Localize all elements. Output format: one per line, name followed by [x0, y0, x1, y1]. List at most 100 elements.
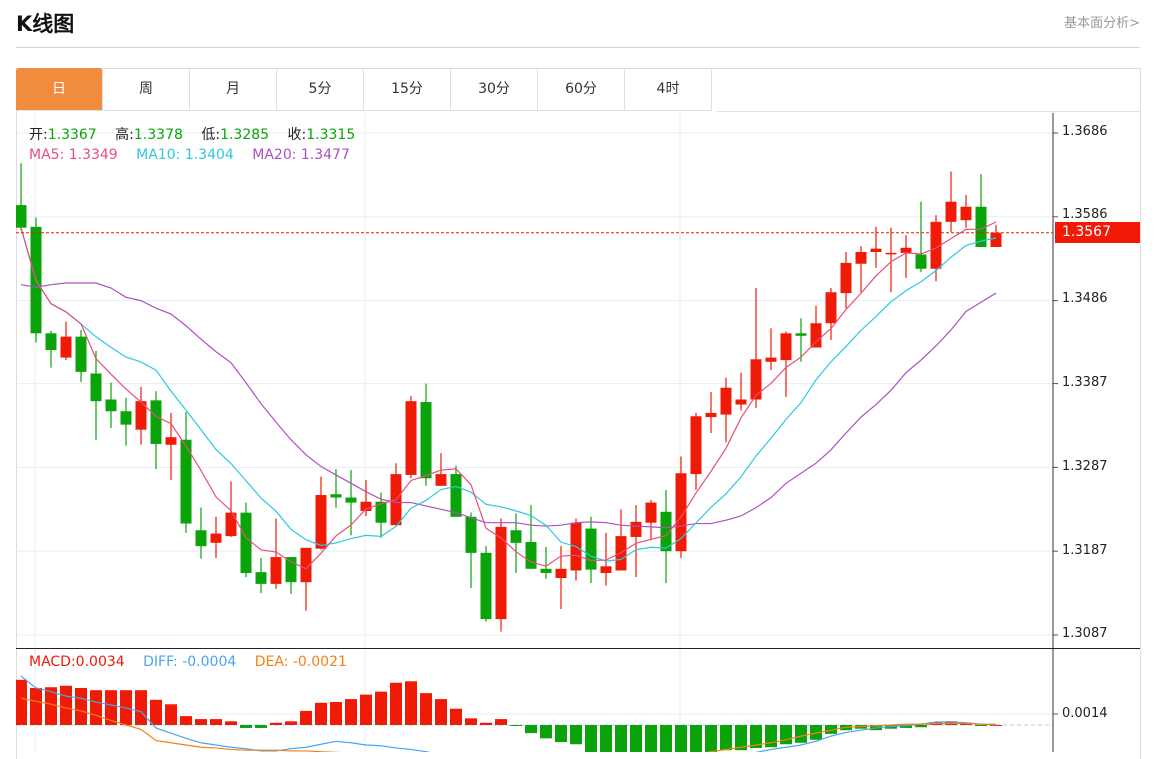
candle-body: [180, 439, 192, 524]
macd-bar: [510, 725, 522, 726]
low-label: 低:: [201, 127, 221, 143]
diff-value: DIFF: -0.0004: [143, 654, 237, 670]
macd-bar: [270, 722, 282, 725]
macd-bar: [645, 725, 657, 752]
tab-4hour[interactable]: 4时: [625, 68, 712, 111]
macd-bar: [735, 725, 747, 751]
price-tick: 1.3287: [1062, 459, 1108, 474]
macd-bar: [990, 725, 1002, 726]
diff-line: [20, 675, 996, 752]
macd-bar: [585, 725, 597, 752]
ma5-value: MA5: 1.3349: [29, 147, 118, 163]
ma5-line: [20, 221, 997, 570]
macd-bar: [390, 682, 402, 725]
candle-body: [495, 526, 507, 620]
macd-bar: [900, 725, 912, 728]
candle-body: [975, 206, 987, 247]
candle-body: [930, 221, 942, 269]
candle-body: [945, 201, 957, 222]
macd-bar: [675, 725, 687, 752]
candle-body: [960, 206, 972, 221]
tab-60min[interactable]: 60分: [538, 68, 625, 111]
ma20-line: [20, 282, 997, 529]
macd-bar: [750, 725, 762, 748]
ma10-line: [20, 227, 997, 562]
macd-bar: [360, 694, 372, 725]
tab-day[interactable]: 日: [16, 68, 103, 111]
tab-month[interactable]: 月: [190, 68, 277, 111]
ma-readout: MA5: 1.3349 MA10: 1.3404 MA20: 1.3477: [29, 147, 364, 163]
macd-bar: [435, 699, 447, 725]
candle-body: [16, 205, 27, 228]
macd-bar: [315, 702, 327, 725]
macd-bar: [300, 710, 312, 725]
macd-bar: [405, 681, 417, 725]
candle-body: [150, 400, 162, 444]
high-label: 高:: [115, 127, 134, 143]
macd-bar: [660, 725, 672, 752]
dea-value: DEA: -0.0021: [254, 654, 347, 670]
macd-bar: [45, 687, 57, 725]
macd-bar: [810, 725, 822, 740]
macd-bar: [915, 725, 927, 728]
candle-body: [735, 399, 747, 405]
tab-5min[interactable]: 5分: [277, 68, 364, 111]
candle-body: [825, 292, 837, 324]
price-tick: 1.3486: [1062, 291, 1108, 306]
macd-bar: [975, 725, 987, 726]
candle-body: [360, 501, 372, 511]
chart-container: [16, 68, 1141, 759]
macd-bar: [780, 725, 792, 745]
macd-bar: [795, 725, 807, 743]
candle-body: [690, 416, 702, 475]
candle-body: [855, 252, 867, 264]
candle-body: [810, 323, 822, 348]
macd-bar: [75, 687, 87, 725]
macd-bar: [420, 693, 432, 725]
macd-value: MACD:0.0034: [29, 654, 125, 670]
candle-body: [840, 262, 852, 294]
close-label: 收:: [287, 127, 307, 143]
macd-bar: [480, 722, 492, 725]
macd-bar: [285, 721, 297, 725]
tab-week[interactable]: 周: [103, 68, 190, 111]
low-value: 1.3285: [220, 127, 270, 143]
candle-body: [465, 516, 477, 553]
macd-bar: [225, 721, 237, 725]
macd-tick: 0.0014: [1062, 706, 1108, 721]
candle-body: [540, 568, 552, 573]
candle-body: [720, 387, 732, 415]
candle-body: [375, 501, 387, 523]
candle-body: [225, 512, 237, 537]
macd-bar: [195, 719, 207, 725]
candle-body: [585, 528, 597, 570]
close-value: 1.3315: [306, 127, 356, 143]
fundamental-analysis-link[interactable]: 基本面分析>: [1064, 16, 1140, 31]
candle-body: [405, 401, 417, 475]
tabs-divider: [717, 111, 1140, 112]
candle-body: [510, 530, 522, 543]
dea-line: [20, 697, 997, 752]
candle-body: [210, 533, 222, 543]
macd-bar: [210, 719, 222, 725]
tab-30min[interactable]: 30分: [451, 68, 538, 111]
candle-body: [90, 373, 102, 402]
candle-body: [915, 254, 927, 269]
candle-body: [135, 401, 147, 430]
ma20-value: MA20: 1.3477: [252, 147, 350, 163]
page-title: K线图: [16, 12, 75, 36]
macd-bar: [630, 725, 642, 752]
candle-body: [630, 521, 642, 537]
macd-bar: [690, 725, 702, 752]
candle-body: [900, 247, 912, 253]
candle-body: [555, 568, 567, 579]
candle-body: [255, 572, 267, 584]
ohlc-readout: 开:1.3367 高:1.3378 低:1.3285 收:1.3315: [29, 124, 369, 144]
candle-body: [480, 552, 492, 620]
candle-body: [600, 566, 612, 573]
tab-15min[interactable]: 15分: [364, 68, 451, 111]
macd-bar: [525, 725, 537, 734]
candle-body: [780, 333, 792, 361]
macd-bar: [450, 708, 462, 725]
